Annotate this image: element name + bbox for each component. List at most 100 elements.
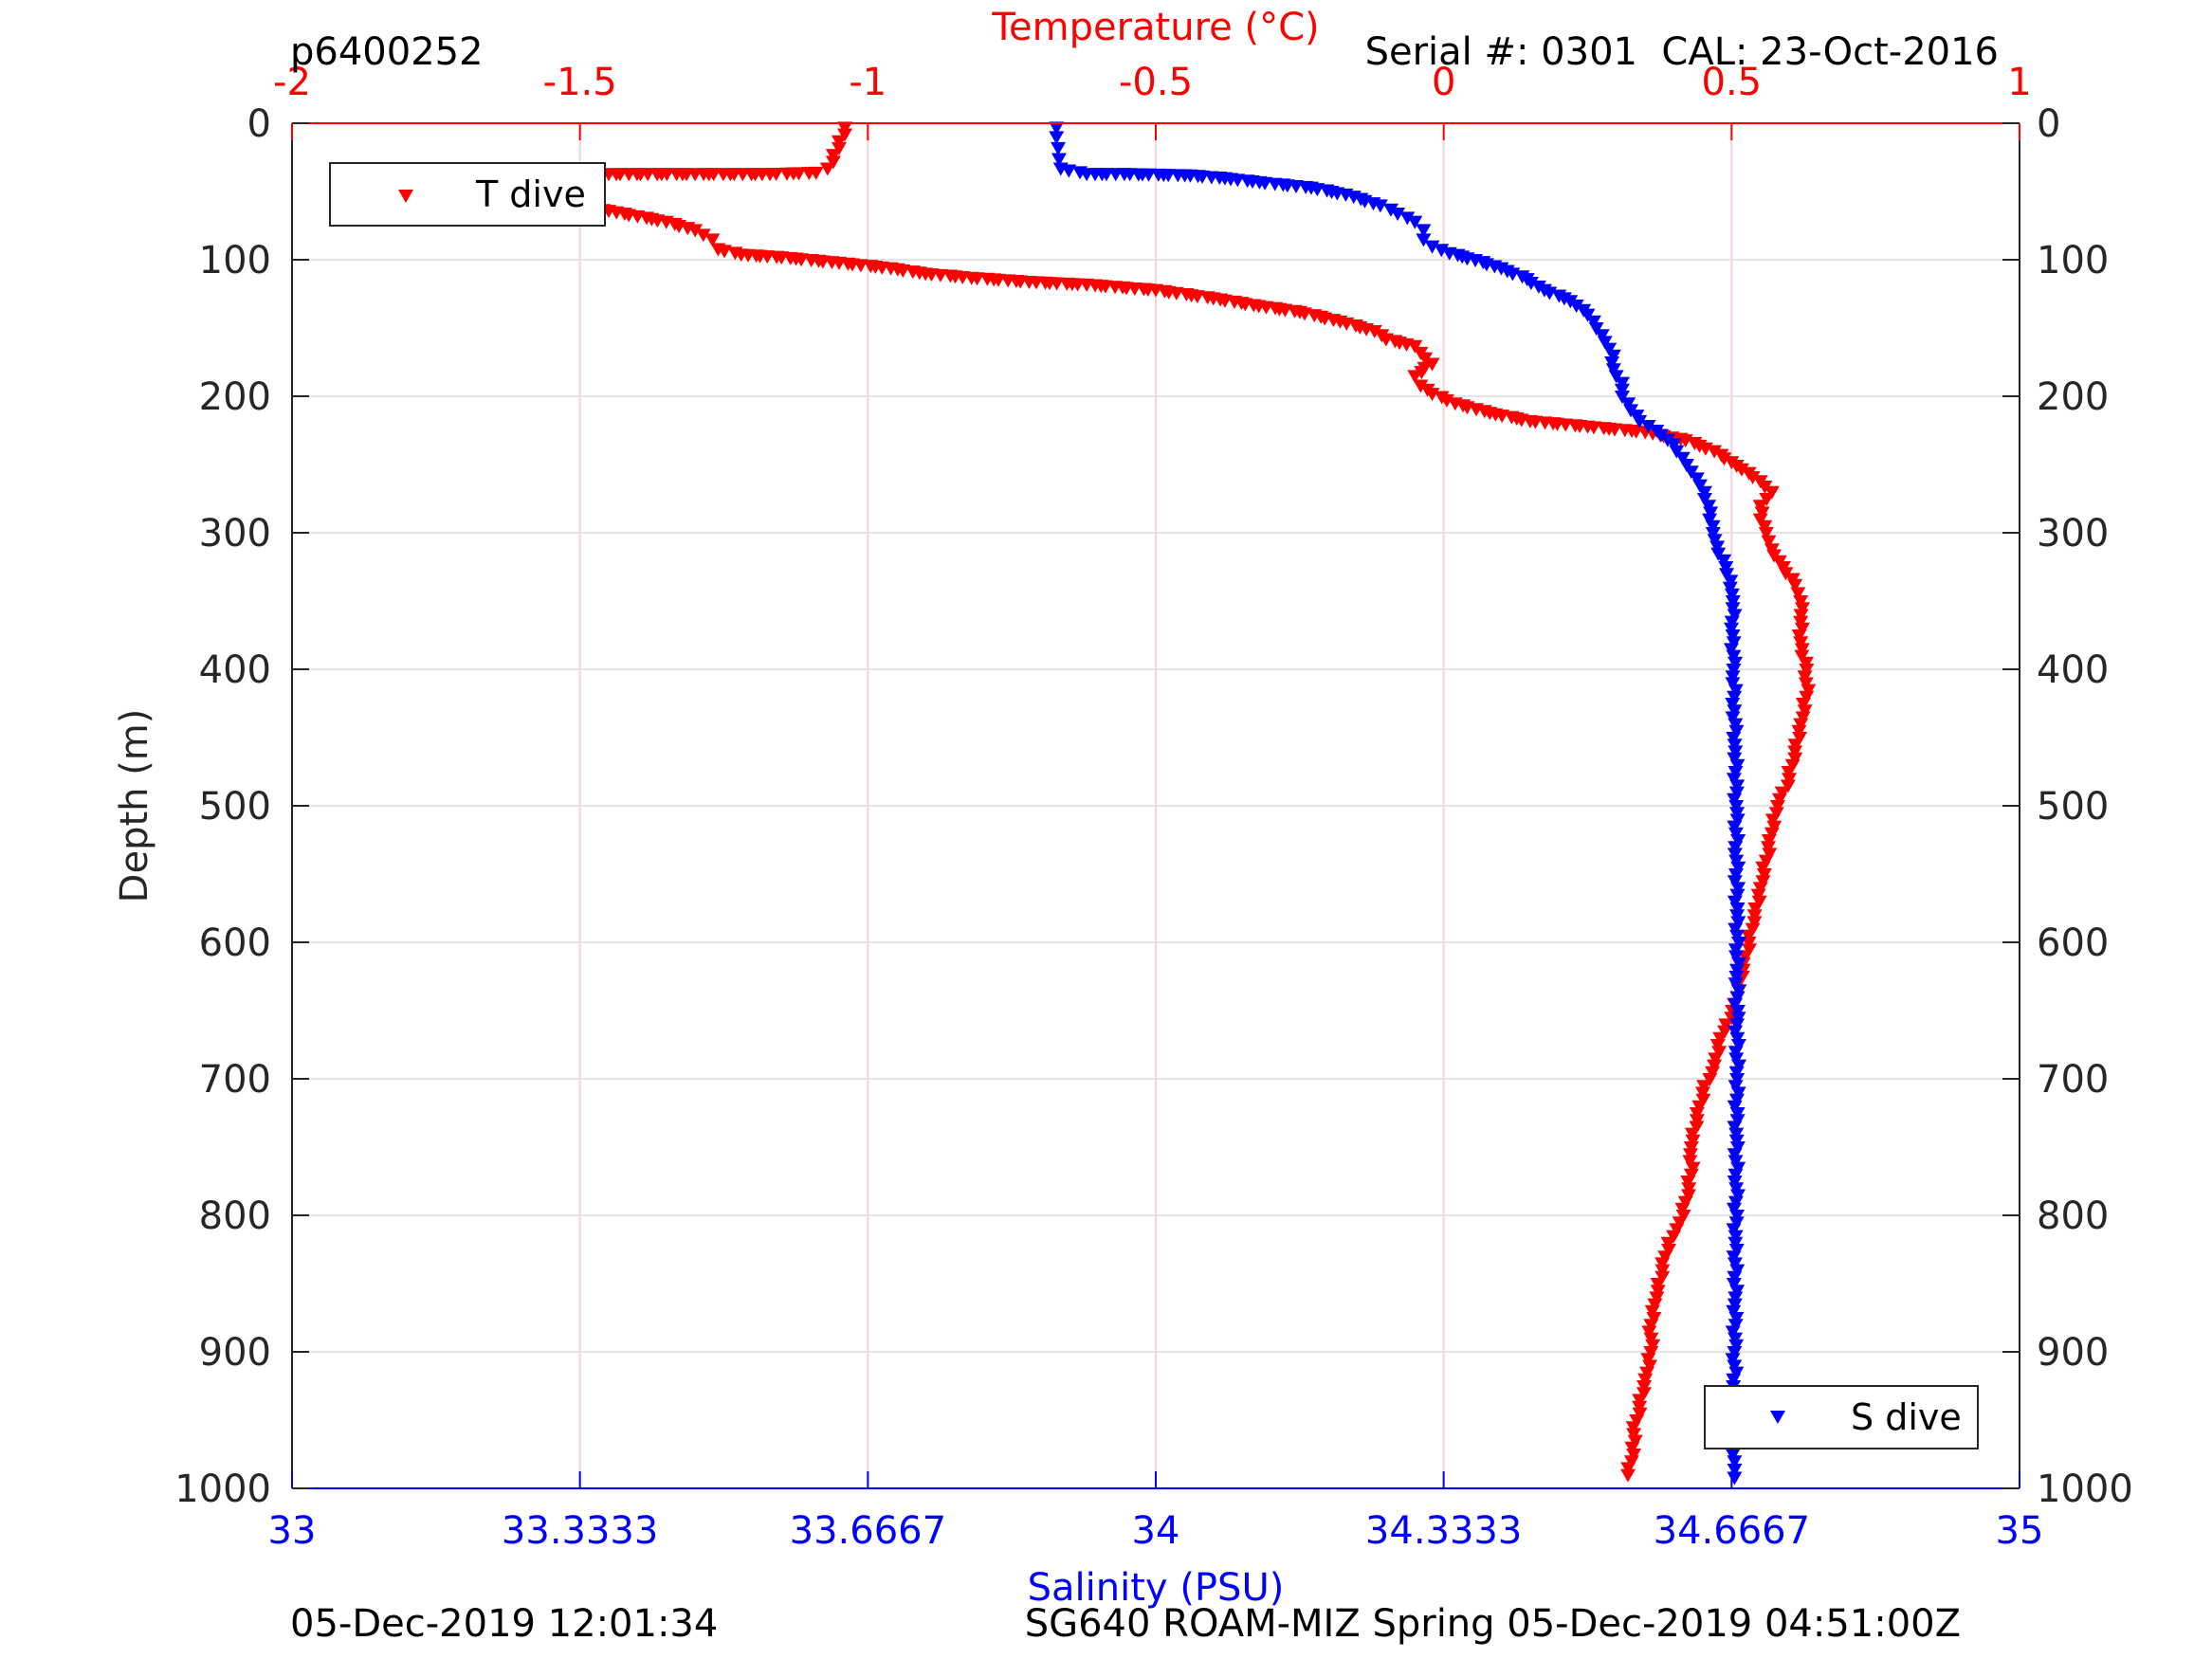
salinity-tick-label: 34 [1132,1509,1180,1553]
salinity-point [1728,1312,1745,1325]
generated-timestamp: 05-Dec-2019 12:01:34 [290,1602,719,1646]
temperature-point [1793,615,1809,629]
salinity-point [1729,1141,1746,1155]
depth-tick-label-left: 400 [199,648,271,692]
temperature-point [1626,1428,1642,1442]
temperature-point [1620,1468,1636,1483]
salinity-point [1727,1298,1743,1312]
depth-tick-label-left: 700 [199,1058,271,1102]
temperature-point [1718,1018,1734,1032]
salinity-point [1725,1325,1741,1340]
temperature-tick-label: -0.5 [1119,61,1193,104]
salinity-point [1729,1031,1746,1046]
salinity-point [1727,1346,1743,1359]
salinity-point [1620,397,1636,411]
salinity-point [1061,164,1077,178]
salinity-point [1728,1155,1744,1169]
salinity-point [1729,1005,1746,1018]
temperature-point [1799,690,1815,704]
salinity-point [1725,711,1741,725]
temperature-point [1787,745,1803,759]
salinity-point [1729,991,1746,1005]
salinity-point [1710,547,1727,561]
legend-salinity-box [1704,1385,1979,1449]
salinity-point [1729,1073,1746,1086]
temperature-point [1798,656,1814,670]
salinity-point [1588,322,1604,336]
temperature-point [1685,1134,1701,1148]
temperature-point [1625,1421,1641,1435]
salinity-point [1372,199,1388,213]
salinity-point [1653,428,1669,443]
salinity-point [1601,342,1618,356]
temperature-point [1766,820,1782,834]
temperature-point [1669,1223,1685,1237]
salinity-point [1729,779,1746,793]
salinity-point [1683,465,1699,480]
temperature-point [1683,1168,1699,1182]
salinity-point [1724,615,1740,629]
temperature-point [1742,943,1758,957]
salinity-point [1728,718,1744,732]
salinity-point [1614,376,1630,391]
temperature-point [704,233,721,247]
temperature-point [1791,629,1807,643]
temperature-point [1752,513,1768,527]
temperature-point [1654,1264,1671,1278]
temperature-point [1758,854,1774,868]
salinity-point [1727,1148,1743,1162]
salinity-point [1728,997,1744,1012]
temperature-point [1682,1155,1698,1169]
temperature-point [1762,848,1778,862]
legend-salinity: S dive [1704,1385,1979,1449]
legend-temperature-box [329,162,606,227]
temperature-point [1787,578,1803,592]
salinity-point [1728,1319,1744,1333]
salinity-point [1597,336,1613,350]
temperature-point [1694,1086,1710,1101]
salinity-point [1725,698,1741,711]
salinity-point [1729,813,1746,828]
salinity-point [1659,433,1675,447]
temperature-point [1769,800,1785,813]
salinity-point [1727,1463,1743,1477]
salinity-point [1727,752,1743,766]
salinity-point [1709,540,1726,555]
salinity-point [1727,848,1743,862]
depth-tick-label-right: 200 [2037,375,2109,419]
salinity-tick-label: 34.6667 [1654,1509,1810,1553]
temperature-point [1758,527,1774,540]
temperature-point [794,253,810,267]
salinity-point [1722,581,1738,595]
temperature-point [1642,1359,1658,1374]
salinity-point [1416,224,1432,238]
salinity-point [1678,459,1694,472]
depth-tick-label-right: 900 [2037,1331,2109,1375]
temperature-point [1632,1400,1648,1414]
bottom-axis-title: Salinity (PSU) [1028,1566,1285,1610]
salinity-point [1728,1046,1744,1060]
temperature-point [837,121,853,136]
salinity-point [1724,588,1740,602]
salinity-point [1728,950,1744,964]
salinity-point [1727,1359,1743,1374]
temperature-point [1709,1039,1726,1052]
salinity-point [1705,527,1721,540]
salinity-point [1723,574,1739,589]
temperature-point [1747,902,1764,916]
temperature-point [1672,1216,1688,1231]
mission-dive-label: SG640 ROAM-MIZ Spring 05-Dec-2019 04:51:… [1024,1602,1961,1646]
plot-id-label: p6400252 [290,30,484,74]
temperature-point [1636,1387,1652,1401]
salinity-point [1728,1168,1744,1182]
salinity-point [1726,1278,1742,1291]
temperature-point [1607,423,1623,437]
salinity-point [1728,1093,1745,1107]
temperature-point [1751,895,1767,909]
salinity-point [1051,153,1067,167]
salinity-point [1727,1176,1743,1189]
temperature-point [1794,649,1810,664]
salinity-point [1729,1210,1746,1223]
salinity-point [1728,1366,1745,1380]
temperature-point [1691,1100,1708,1114]
